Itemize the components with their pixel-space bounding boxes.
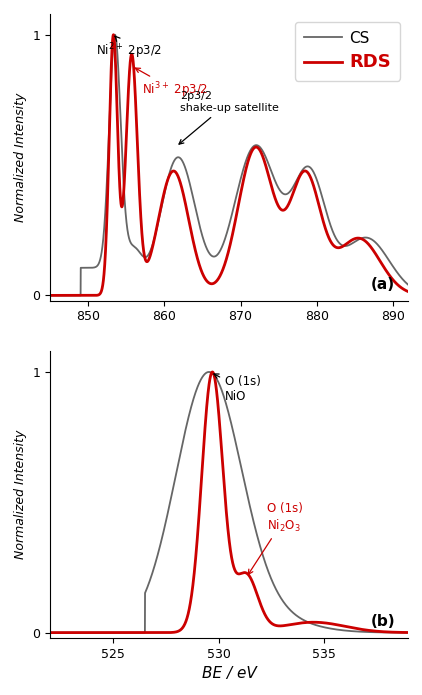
CS bbox=[281, 190, 286, 198]
Line: CS: CS bbox=[50, 35, 408, 295]
Text: O (1s)
Ni$_2$O$_3$: O (1s) Ni$_2$O$_3$ bbox=[248, 502, 303, 574]
CS bbox=[342, 242, 347, 250]
CS bbox=[112, 31, 117, 39]
Text: (a): (a) bbox=[371, 277, 395, 292]
RDS bbox=[111, 31, 116, 39]
RDS bbox=[281, 206, 286, 215]
CS bbox=[262, 151, 268, 159]
RDS bbox=[184, 207, 189, 215]
Y-axis label: Normalized Intensity: Normalized Intensity bbox=[14, 92, 27, 222]
CS bbox=[184, 169, 189, 177]
RDS bbox=[315, 195, 320, 203]
RDS bbox=[48, 291, 53, 300]
CS bbox=[315, 177, 320, 186]
Text: (b): (b) bbox=[371, 614, 395, 630]
CS bbox=[48, 291, 53, 300]
CS bbox=[113, 31, 118, 39]
Text: 2p3/2
shake-up satellite: 2p3/2 shake-up satellite bbox=[179, 91, 279, 144]
Y-axis label: Normalized Intensity: Normalized Intensity bbox=[14, 430, 27, 559]
Legend: CS, RDS: CS, RDS bbox=[295, 22, 400, 81]
Text: O (1s)
NiO: O (1s) NiO bbox=[214, 374, 261, 403]
RDS bbox=[113, 53, 118, 61]
CS bbox=[406, 281, 411, 289]
RDS bbox=[406, 287, 411, 295]
Line: RDS: RDS bbox=[50, 35, 408, 295]
RDS bbox=[262, 158, 268, 167]
RDS bbox=[342, 241, 347, 250]
X-axis label: BE / eV: BE / eV bbox=[202, 666, 257, 681]
Text: Ni$^{3+}$ 2p3/2: Ni$^{3+}$ 2p3/2 bbox=[135, 68, 208, 100]
Text: Ni$^{2+}$ 2p3/2: Ni$^{2+}$ 2p3/2 bbox=[96, 36, 162, 60]
